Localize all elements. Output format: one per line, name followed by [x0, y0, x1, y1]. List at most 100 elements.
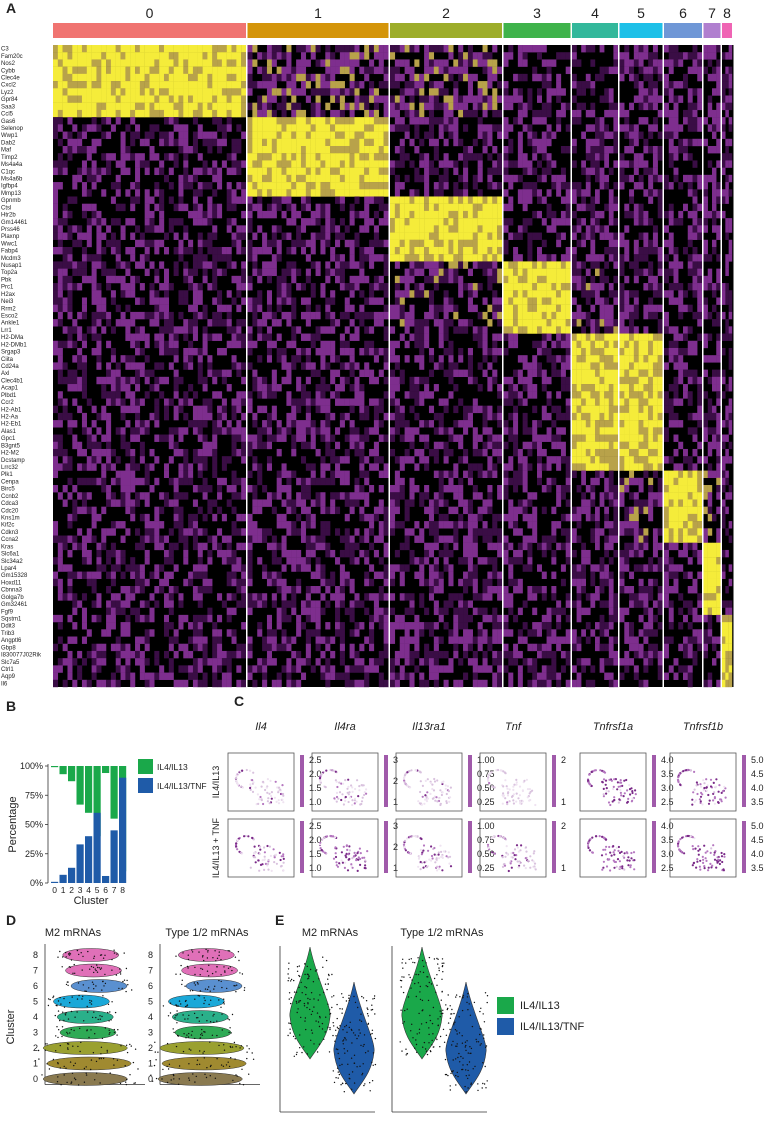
colorbar-tick-label: 3.5 [661, 769, 674, 779]
cluster-bar-2 [390, 23, 502, 38]
violin-d-cluster-label: 7 [33, 966, 38, 976]
gene-label: Maf [1, 148, 11, 154]
violin-d-shape-5 [53, 994, 110, 1009]
legend-label-0: IL4/IL13 [157, 762, 188, 772]
colorbar-tick-label: 1.0 [309, 797, 322, 807]
bar-segment-0-il4il13 [51, 766, 59, 768]
bar-segment-7-il4il13 [110, 766, 118, 819]
violin-d-cluster-label: 6 [148, 981, 153, 991]
cluster-label-2: 2 [442, 5, 450, 21]
gene-label: Fgf9 [1, 609, 14, 615]
colorbar-tick-label: 3.5 [661, 835, 674, 845]
gene-label: Il6 [1, 681, 8, 687]
feature-plot-panel [579, 752, 647, 812]
bar-segment-0-tnf [51, 881, 59, 883]
violin-e-title-1: Type 1/2 mRNAs [400, 927, 484, 939]
colorbar-tick-label: 2 [393, 776, 398, 786]
violin-d-cluster-label: 4 [148, 1012, 153, 1022]
violin-d-shape-4 [172, 1010, 229, 1024]
gene-label: Esco2 [1, 314, 18, 320]
colorbar-tick-label: 1.00 [477, 755, 495, 765]
colorbar-tick-label: 1 [393, 863, 398, 873]
gene-label: Top2a [1, 270, 18, 276]
violin-d-shape-4 [57, 1010, 114, 1024]
bar-segment-4-il4il13 [85, 766, 93, 813]
violin-d-shape-7 [65, 963, 122, 978]
gene-label: Cbnna3 [1, 588, 23, 594]
panel-label-a: A [6, 0, 17, 16]
colorbar [652, 821, 656, 873]
violin-e-shape-0 [401, 946, 443, 1060]
gene-title-Tnfrsf1a: Tnfrsf1a [593, 721, 633, 733]
gene-label: Saa3 [1, 104, 16, 110]
y-axis-label: Percentage [7, 796, 19, 852]
gene-label: Plk1 [1, 472, 13, 478]
violin-e-legend-swatch-1 [497, 1018, 514, 1035]
gene-label: Gm14461 [1, 220, 28, 226]
gene-label: Ciita [1, 357, 14, 363]
gene-label: Rrm2 [1, 306, 16, 312]
colorbar-tick-label: 1.00 [477, 821, 495, 831]
bar-segment-6-tnf [102, 875, 110, 883]
x-tick-label: 1 [61, 885, 66, 895]
bar-segment-8-tnf [119, 777, 127, 883]
gene-label: Cxcl2 [1, 83, 17, 89]
row-label: IL4/IL13 + TNF [211, 817, 221, 878]
colorbar-tick-label: 3 [393, 755, 398, 765]
violin-e-shape-0 [289, 946, 331, 1060]
legend-label-1: IL4/IL13/TNF [157, 781, 207, 791]
gene-label: C3 [1, 47, 9, 53]
gene-label: Dab2 [1, 140, 16, 146]
violin-e-shape-1 [333, 981, 375, 1095]
gene-label: Fabp4 [1, 249, 19, 255]
gene-label: Golga7b [1, 595, 24, 601]
gene-label: Ms4a6b [1, 176, 23, 182]
gene-label: H2-Eb1 [1, 422, 22, 428]
colorbar [552, 821, 556, 873]
cluster-label-4: 4 [591, 5, 599, 21]
gene-label: Ctsl [1, 205, 11, 211]
violin-d-ylabel: Cluster [5, 1009, 17, 1044]
x-tick-label: 3 [78, 885, 83, 895]
violin-by-cluster: M2 mRNAs Type 1/2 mRNAs Cluster 0 1 2 3 4 5 6 7 8 0 1… [5, 927, 260, 1086]
panel-label-d: D [6, 912, 17, 928]
x-tick-label: 6 [103, 885, 108, 895]
feature-plot-grid: Il4 Il4ra Il13ra1 Tnf Tnfrsf1a Tnfrsf1b IL4/IL… [211, 721, 764, 878]
violin-d-shape-0 [43, 1072, 128, 1086]
gene-label: Clec4e [1, 75, 20, 81]
violin-d-cluster-label: 1 [148, 1059, 153, 1069]
gene-label: Timp2 [1, 155, 18, 161]
gene-label: Slc34a2 [1, 559, 23, 565]
violin-d-cluster-label: 7 [148, 966, 153, 976]
colorbar-tick-label: 4.0 [751, 783, 764, 793]
colorbar-tick-label: 4.0 [751, 849, 764, 859]
gene-label: Fam20c [1, 54, 23, 60]
colorbar [384, 755, 388, 807]
gene-label: Plaxnp [1, 234, 20, 240]
cluster-separator [618, 45, 620, 687]
violin-d-cluster-label: 4 [33, 1012, 38, 1022]
violin-d-title-m2: M2 mRNAs [45, 927, 102, 939]
gene-label: Gpc1 [1, 436, 16, 442]
colorbar-tick-label: 2 [561, 821, 566, 831]
x-tick-label: 5 [95, 885, 100, 895]
gene-title-Tnf: Tnf [505, 721, 522, 733]
gene-label: Gpnmb [1, 198, 21, 204]
bar-segment-1-tnf [59, 874, 67, 883]
panel-label-c: C [234, 693, 245, 709]
violin-d-shape-3 [174, 1025, 232, 1040]
x-tick-label: 4 [86, 885, 91, 895]
legend-swatch-1 [138, 778, 153, 793]
feature-plot-panel [669, 752, 737, 812]
violin-d-shape-8 [62, 948, 119, 962]
cluster-label-8: 8 [723, 5, 731, 21]
feature-plot-panel [579, 818, 647, 878]
violin-d-cluster-label: 6 [33, 981, 38, 991]
cluster-label-3: 3 [533, 5, 541, 21]
cluster-separator [662, 45, 664, 687]
feature-plot-panel [669, 818, 737, 878]
gene-label: Ccna2 [1, 537, 19, 543]
colorbar-tick-label: 3.5 [751, 863, 764, 873]
gene-label: Selenop [1, 126, 24, 132]
feature-plot-panel [227, 818, 295, 878]
